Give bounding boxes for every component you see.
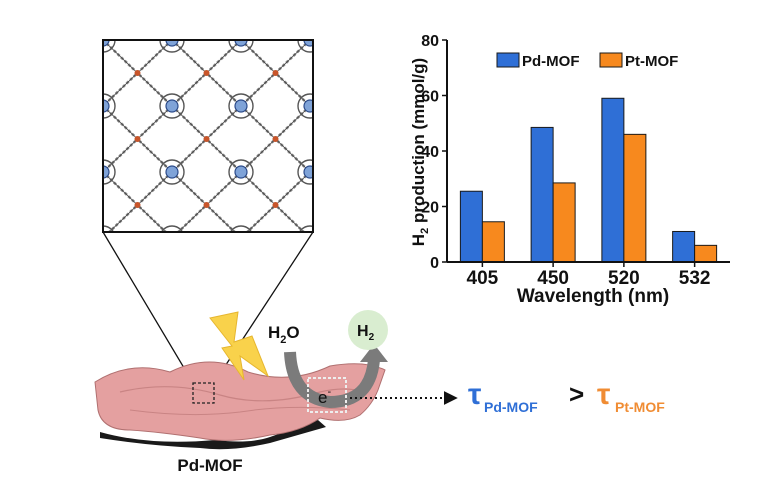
bar-pd-mof-405 <box>459 190 483 263</box>
chart-ticks: 405 450 520 532 0 20 40 60 80 <box>421 33 710 289</box>
legend-swatch-pt-mof <box>599 52 623 68</box>
legend-swatch-pd-mof <box>496 52 520 68</box>
electron-label: e- <box>318 386 331 407</box>
hydrogen-circle <box>348 310 388 350</box>
reaction-arc-arrow <box>284 351 380 409</box>
hydrogen-label: H2 <box>357 323 375 343</box>
mof-ribbon <box>94 361 386 450</box>
h2-production-chart: 405 450 520 532 0 20 40 60 80 Pd-MOF Pt-MOF Wavel… <box>409 33 730 307</box>
zoom-line-right <box>213 231 314 384</box>
legend-label-pd-mof: Pd-MOF <box>522 53 580 70</box>
electron-box <box>307 377 347 413</box>
svg-text:H2O: H2O <box>268 323 300 346</box>
bar-pt-mof-405 <box>481 221 505 263</box>
legend-label-pt-mof: Pt-MOF <box>625 53 678 70</box>
zoom-line-left <box>102 231 194 384</box>
lifetime-comparison: τ Pd-MOF > τ Pt-MOF <box>468 378 665 415</box>
bar-pd-mof-532 <box>672 230 696 263</box>
water-label: H2O <box>268 323 300 346</box>
bar-pd-mof-520 <box>601 97 625 263</box>
y-axis-title: H2 production (mmol/g) <box>409 58 431 246</box>
comparison-operator: > <box>569 379 584 409</box>
water-sub: 2 <box>280 334 286 346</box>
bar-pd-mof-450 <box>530 126 554 263</box>
bar-pt-mof-450 <box>552 182 576 263</box>
bar-pt-mof-520 <box>623 133 647 263</box>
y-tick-label-40: 40 <box>421 144 439 161</box>
ribbon-zoom-box <box>192 382 215 404</box>
water-h: H <box>268 323 280 342</box>
x-tick-label-405: 405 <box>467 268 499 289</box>
tau-pt-subscript: Pt-MOF <box>615 399 665 415</box>
tau-pt-symbol: τ <box>597 378 610 411</box>
chart-bars <box>459 97 718 263</box>
x-axis-title: Wavelength (nm) <box>517 286 669 307</box>
y-tick-label-60: 60 <box>421 89 439 106</box>
y-tick-label-20: 20 <box>421 200 439 217</box>
bar-pt-mof-532 <box>694 244 718 263</box>
tau-pd-subscript: Pd-MOF <box>484 399 538 415</box>
reaction-arrow-head <box>360 344 388 362</box>
light-bolt-icon <box>209 311 270 381</box>
x-tick-label-520: 520 <box>608 268 640 289</box>
mof-structure-inset <box>102 39 314 233</box>
y-tick-label-0: 0 <box>430 255 439 272</box>
water-o: O <box>286 323 299 342</box>
chart-legend: Pd-MOF Pt-MOF <box>496 52 678 70</box>
y-tick-label-80: 80 <box>421 33 439 50</box>
mof-label: Pd-MOF <box>177 456 242 475</box>
x-tick-label-532: 532 <box>679 268 711 289</box>
inset-frame <box>102 39 314 233</box>
chart-axes <box>442 39 730 267</box>
x-tick-label-450: 450 <box>537 268 569 289</box>
tau-pd-symbol: τ <box>468 378 481 411</box>
